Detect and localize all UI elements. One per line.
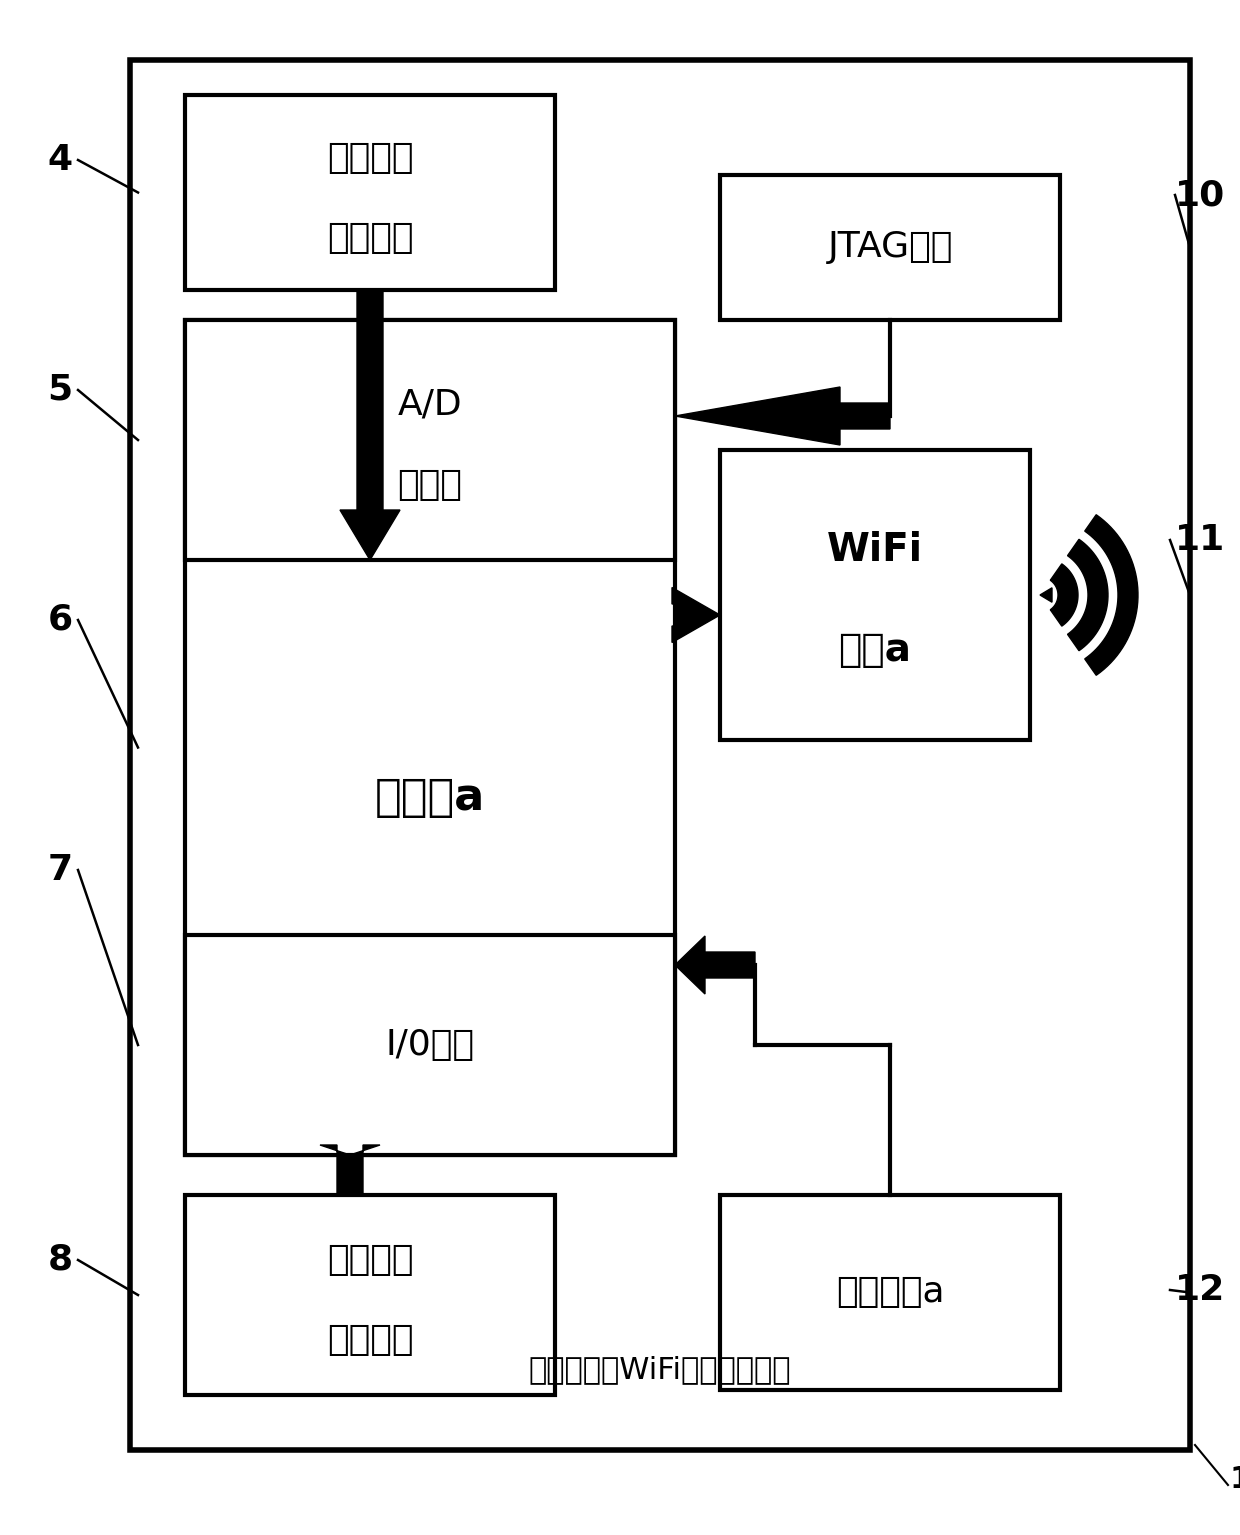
Text: 10: 10 xyxy=(1174,178,1225,212)
Polygon shape xyxy=(320,1145,379,1196)
Bar xyxy=(720,175,1060,319)
Bar xyxy=(720,1196,1060,1391)
Text: 5: 5 xyxy=(47,373,73,407)
Text: 11: 11 xyxy=(1174,523,1225,557)
Polygon shape xyxy=(675,387,890,445)
Polygon shape xyxy=(1040,588,1052,602)
Bar xyxy=(185,1196,556,1395)
Polygon shape xyxy=(675,936,755,995)
Text: A/D: A/D xyxy=(398,388,463,422)
Text: 8: 8 xyxy=(47,1243,73,1277)
Text: I/0接口: I/0接口 xyxy=(386,1028,475,1062)
Text: 模块a: 模块a xyxy=(838,631,911,669)
Text: 按键信号: 按键信号 xyxy=(327,1243,413,1277)
Polygon shape xyxy=(340,290,401,560)
Text: 发送模块: 发送模块 xyxy=(327,1323,413,1357)
Text: WiFi: WiFi xyxy=(827,531,923,569)
Text: 12: 12 xyxy=(1174,1273,1225,1306)
Text: JTAG电路: JTAG电路 xyxy=(827,230,952,264)
Bar xyxy=(185,319,675,1154)
Text: 4: 4 xyxy=(47,143,73,177)
Polygon shape xyxy=(1050,563,1078,626)
Polygon shape xyxy=(1068,539,1109,651)
Text: 语音信号: 语音信号 xyxy=(327,141,413,175)
Bar xyxy=(130,60,1190,1451)
Text: 电源电路a: 电源电路a xyxy=(836,1276,944,1309)
Text: 6: 6 xyxy=(47,603,73,637)
Text: 单片机a: 单片机a xyxy=(374,777,485,820)
Text: 发送模块: 发送模块 xyxy=(327,221,413,255)
Text: 信号传感与WiFi发送联合模块: 信号传感与WiFi发送联合模块 xyxy=(528,1355,791,1385)
Polygon shape xyxy=(1085,514,1138,675)
Polygon shape xyxy=(672,588,720,643)
Bar xyxy=(185,95,556,290)
Text: 7: 7 xyxy=(47,853,73,887)
Bar xyxy=(185,935,675,1154)
Text: 1: 1 xyxy=(1229,1466,1240,1495)
Text: 转换器: 转换器 xyxy=(398,468,463,502)
Bar xyxy=(720,450,1030,740)
Bar xyxy=(185,319,675,560)
